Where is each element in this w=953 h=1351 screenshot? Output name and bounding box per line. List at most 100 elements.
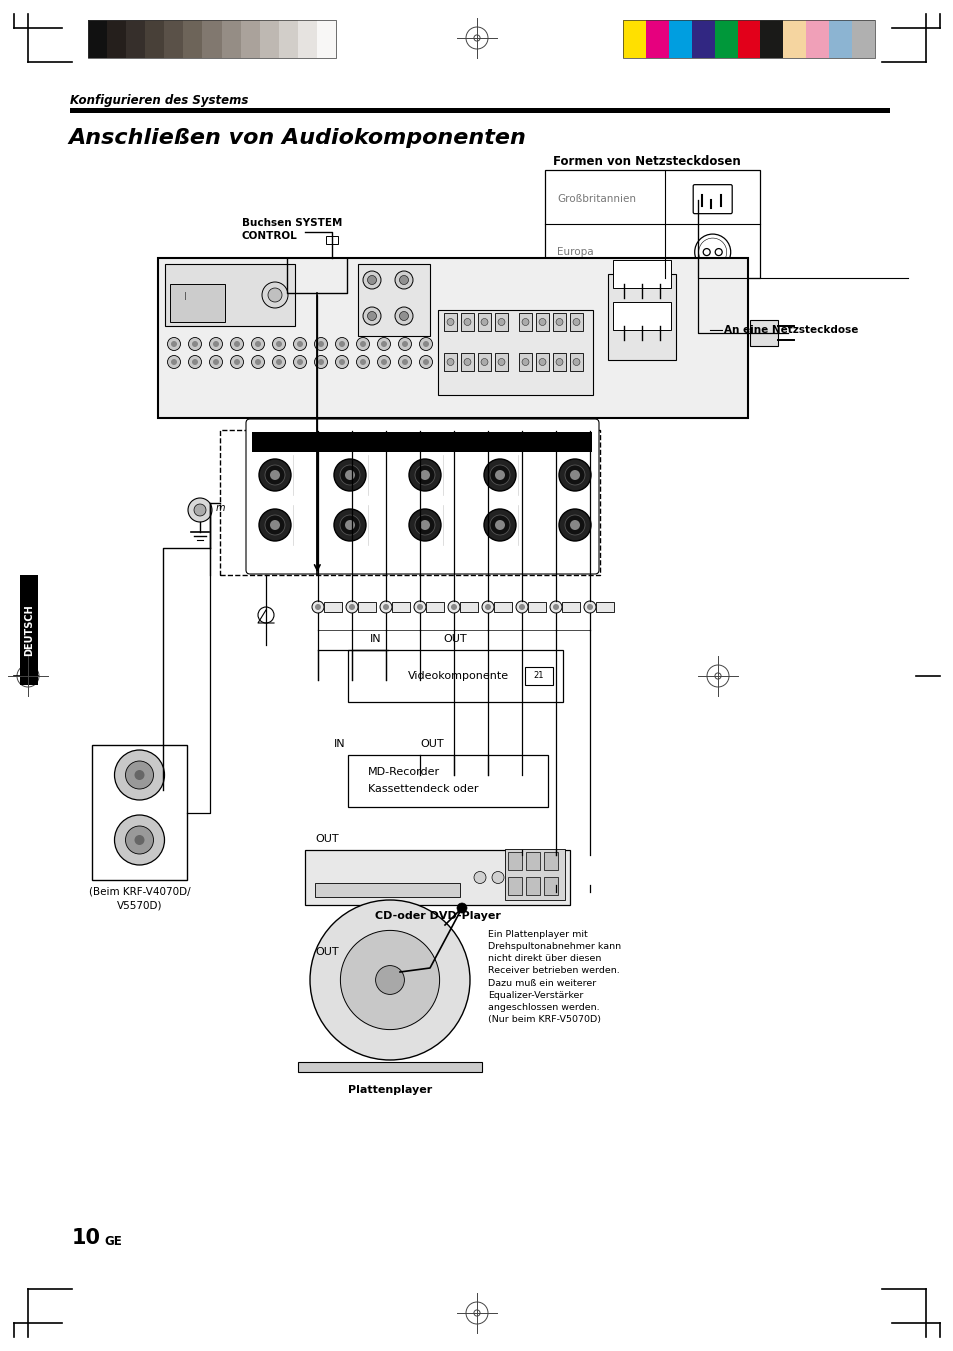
- Circle shape: [114, 815, 164, 865]
- Circle shape: [447, 319, 454, 326]
- Bar: [544, 170, 760, 278]
- Circle shape: [231, 338, 243, 350]
- Circle shape: [415, 465, 435, 485]
- Bar: [297, 1062, 481, 1071]
- Bar: [357, 603, 375, 612]
- Circle shape: [258, 509, 291, 540]
- Circle shape: [416, 604, 422, 611]
- Bar: [70, 108, 889, 113]
- Circle shape: [398, 355, 411, 369]
- Bar: [553, 313, 565, 331]
- Circle shape: [379, 601, 392, 613]
- Bar: [426, 603, 443, 612]
- Circle shape: [464, 359, 471, 365]
- Circle shape: [573, 358, 579, 366]
- Circle shape: [484, 604, 491, 611]
- Text: (Beim KRF-V4070D/: (Beim KRF-V4070D/: [89, 886, 190, 896]
- Circle shape: [518, 604, 524, 611]
- Bar: [504, 848, 564, 900]
- Circle shape: [483, 509, 516, 540]
- Bar: [525, 852, 539, 870]
- Circle shape: [193, 504, 206, 516]
- Circle shape: [419, 355, 432, 369]
- Circle shape: [252, 355, 264, 369]
- Circle shape: [363, 272, 380, 289]
- Circle shape: [510, 871, 521, 884]
- Bar: [477, 313, 491, 331]
- Circle shape: [464, 340, 471, 347]
- Circle shape: [189, 355, 201, 369]
- Bar: [507, 877, 521, 894]
- Circle shape: [440, 355, 453, 369]
- Circle shape: [558, 509, 590, 540]
- Bar: [20, 576, 38, 685]
- Text: An eine Netzsteckdose: An eine Netzsteckdose: [723, 326, 858, 335]
- Circle shape: [461, 338, 474, 350]
- Bar: [252, 432, 592, 453]
- Bar: [495, 313, 507, 331]
- Bar: [477, 353, 491, 372]
- Text: Europa: Europa: [557, 247, 593, 257]
- Circle shape: [419, 338, 432, 350]
- Circle shape: [564, 515, 584, 535]
- Bar: [314, 884, 459, 897]
- Circle shape: [463, 319, 471, 326]
- Circle shape: [516, 601, 527, 613]
- Bar: [518, 353, 532, 372]
- Circle shape: [345, 470, 355, 480]
- Circle shape: [265, 515, 285, 535]
- Bar: [714, 20, 737, 58]
- Circle shape: [443, 340, 450, 347]
- Bar: [569, 313, 582, 331]
- Circle shape: [210, 355, 222, 369]
- Bar: [782, 20, 805, 58]
- Circle shape: [573, 319, 579, 326]
- Circle shape: [294, 338, 306, 350]
- Circle shape: [443, 359, 450, 365]
- Circle shape: [399, 312, 408, 320]
- Bar: [613, 259, 670, 288]
- Bar: [88, 20, 107, 58]
- Circle shape: [340, 931, 439, 1029]
- Text: Anschließen von Audiokomponenten: Anschließen von Audiokomponenten: [68, 128, 525, 149]
- Circle shape: [456, 902, 467, 913]
- Bar: [437, 309, 593, 394]
- Circle shape: [483, 459, 516, 490]
- Circle shape: [338, 340, 345, 347]
- Circle shape: [569, 470, 579, 480]
- Circle shape: [252, 338, 264, 350]
- Bar: [607, 274, 676, 359]
- Bar: [348, 650, 562, 703]
- Circle shape: [419, 520, 430, 530]
- Circle shape: [395, 272, 413, 289]
- Text: Kassettendeck oder: Kassettendeck oder: [368, 784, 478, 794]
- Circle shape: [480, 358, 488, 366]
- Bar: [158, 258, 747, 417]
- Bar: [164, 20, 183, 58]
- Bar: [668, 20, 691, 58]
- Text: I: I: [183, 292, 186, 303]
- Circle shape: [375, 966, 404, 994]
- Bar: [645, 20, 668, 58]
- Circle shape: [538, 319, 545, 326]
- Bar: [543, 852, 558, 870]
- Circle shape: [296, 340, 303, 347]
- Bar: [495, 353, 507, 372]
- Bar: [107, 20, 126, 58]
- Circle shape: [409, 459, 440, 490]
- Circle shape: [492, 871, 503, 884]
- Bar: [613, 303, 670, 330]
- Circle shape: [398, 338, 411, 350]
- FancyBboxPatch shape: [246, 419, 598, 574]
- Bar: [737, 20, 760, 58]
- Circle shape: [317, 340, 324, 347]
- Circle shape: [356, 338, 369, 350]
- Circle shape: [521, 319, 529, 326]
- Circle shape: [334, 459, 366, 490]
- Circle shape: [314, 338, 327, 350]
- Circle shape: [474, 871, 485, 884]
- Circle shape: [192, 359, 198, 365]
- Text: IN: IN: [334, 739, 345, 748]
- Bar: [316, 20, 335, 58]
- Bar: [460, 313, 474, 331]
